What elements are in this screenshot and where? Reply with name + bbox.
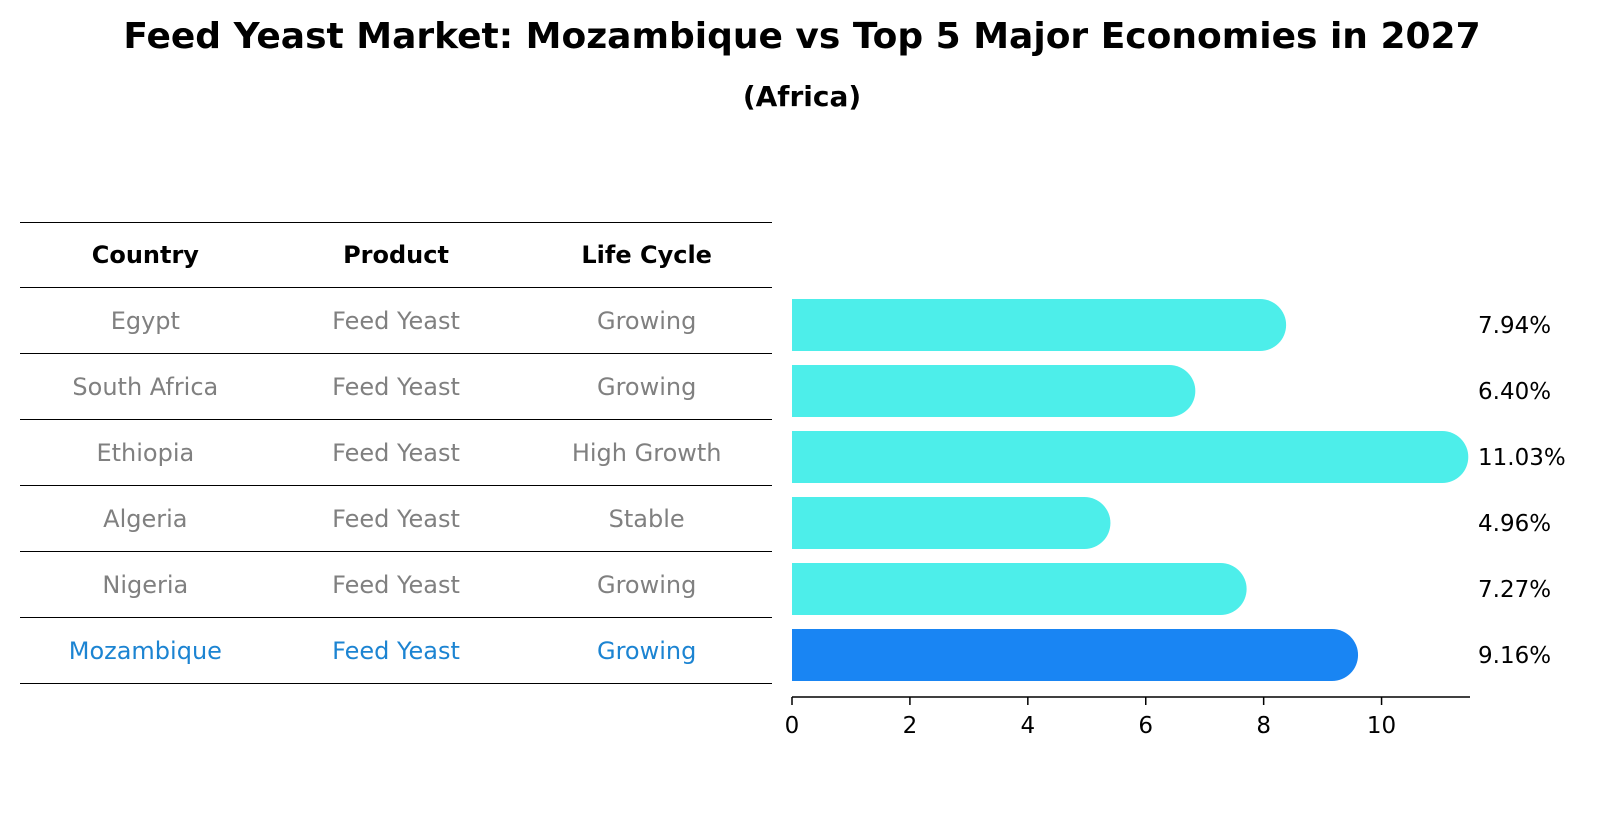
cell-country: South Africa <box>72 372 219 401</box>
table-row-highlight: Mozambique Feed Yeast Growing <box>20 618 772 684</box>
x-tick-label: 10 <box>1367 713 1396 739</box>
cell-life-cycle: Growing <box>596 306 697 335</box>
cell-life-cycle: High Growth <box>571 438 722 467</box>
cell-life-cycle: Growing <box>596 636 697 665</box>
cell-life-cycle: Growing <box>596 570 697 599</box>
cell-product: Feed Yeast <box>332 306 460 335</box>
cell-country: Ethiopia <box>96 438 195 467</box>
table-row: South Africa Feed Yeast Growing <box>20 354 772 420</box>
cell-country: Nigeria <box>102 570 189 599</box>
cell-product: Feed Yeast <box>332 570 460 599</box>
header-country: Country <box>91 241 199 269</box>
x-tick-label: 6 <box>1138 713 1153 739</box>
cell-country: Algeria <box>103 504 188 533</box>
x-tick-label: 0 <box>785 713 800 739</box>
bar-value-label: 4.96% <box>1478 511 1551 537</box>
x-tick-label: 2 <box>903 713 918 739</box>
x-tick-label: 8 <box>1256 713 1271 739</box>
bar-value-label: 6.40% <box>1478 379 1551 405</box>
bar <box>792 365 1196 417</box>
table-row: Ethiopia Feed Yeast High Growth <box>20 420 772 486</box>
table-header-row: Country Product Life Cycle <box>20 222 772 288</box>
cell-product: Feed Yeast <box>332 504 460 533</box>
chart-subtitle: (Africa) <box>742 80 862 113</box>
cell-country: Mozambique <box>68 636 222 665</box>
bar-value-label: 11.03% <box>1478 445 1566 471</box>
header-product: Product <box>343 241 449 269</box>
chart-title: Feed Yeast Market: Mozambique vs Top 5 M… <box>123 16 1481 57</box>
country-table: Country Product Life Cycle Egypt Feed Ye… <box>20 222 772 684</box>
table-row: Egypt Feed Yeast Growing <box>20 288 772 354</box>
cell-country: Egypt <box>110 306 180 335</box>
bar-highlight <box>792 629 1359 681</box>
bar <box>792 299 1287 351</box>
cell-life-cycle: Growing <box>596 372 697 401</box>
bar <box>792 431 1469 483</box>
bar <box>792 563 1247 615</box>
bar-value-label: 7.94% <box>1478 313 1551 339</box>
bar <box>792 497 1111 549</box>
table-row: Nigeria Feed Yeast Growing <box>20 552 772 618</box>
header-life-cycle: Life Cycle <box>581 241 712 269</box>
cell-product: Feed Yeast <box>332 438 460 467</box>
x-tick-label: 4 <box>1021 713 1036 739</box>
cell-product: Feed Yeast <box>332 372 460 401</box>
cell-product: Feed Yeast <box>332 636 460 665</box>
bar-value-label: 9.16% <box>1478 643 1551 669</box>
bar-value-label: 7.27% <box>1478 577 1551 603</box>
cell-life-cycle: Stable <box>608 504 685 533</box>
table-row: Algeria Feed Yeast Stable <box>20 486 772 552</box>
